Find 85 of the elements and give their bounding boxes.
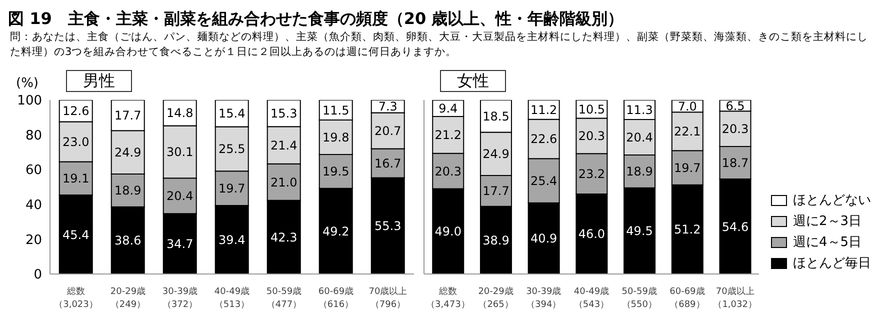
data-label: 19.7 xyxy=(674,161,701,176)
legend-label: 週に2～3日 xyxy=(793,213,862,231)
x-tick-label: 70歳以上（1,032） xyxy=(713,286,757,310)
data-label: 19.7 xyxy=(218,182,246,196)
y-tick-label: 20 xyxy=(25,232,42,248)
data-label: 20.3 xyxy=(722,122,749,136)
data-label: 21.0 xyxy=(270,175,298,190)
data-label: 34.7 xyxy=(166,237,194,252)
x-tick-label: 総数（3,023） xyxy=(54,286,98,310)
data-label: 42.3 xyxy=(270,230,298,244)
data-label: 21.2 xyxy=(434,128,462,142)
data-label: 39.4 xyxy=(218,232,246,247)
data-label: 20.3 xyxy=(434,164,462,178)
data-label: 22.6 xyxy=(530,132,558,146)
chart-title: 女性 xyxy=(440,70,506,92)
data-label: 15.3 xyxy=(270,106,298,121)
legend-label: ほとんどない xyxy=(793,192,871,210)
data-label: 12.6 xyxy=(62,104,90,118)
data-label: 17.7 xyxy=(114,108,142,123)
y-tick-label: 0 xyxy=(34,268,42,283)
data-label: 18.9 xyxy=(114,184,142,198)
data-label: 7.0 xyxy=(678,99,697,114)
x-tick-label: 40-49歳（513） xyxy=(214,286,250,310)
data-label: 23.0 xyxy=(62,135,90,150)
y-tick-label: 40 xyxy=(25,198,42,214)
data-label: 22.1 xyxy=(674,124,701,139)
data-label: 46.0 xyxy=(578,227,606,242)
y-tick-label: 60 xyxy=(25,163,42,178)
data-label: 11.3 xyxy=(626,103,653,118)
data-label: 38.6 xyxy=(114,234,142,248)
data-label: 15.4 xyxy=(218,106,246,121)
data-label: 18.5 xyxy=(482,109,510,124)
data-label: 9.4 xyxy=(438,102,458,116)
y-tick-label: 80 xyxy=(25,128,42,144)
x-tick-label: 50-59歳（477） xyxy=(266,286,302,310)
data-label: 24.9 xyxy=(114,146,142,160)
data-label: 7.3 xyxy=(378,100,398,114)
data-label: 18.9 xyxy=(626,164,653,179)
data-label: 20.4 xyxy=(166,189,194,204)
data-label: 55.3 xyxy=(374,219,402,234)
x-tick-label: 総数（3,473） xyxy=(426,286,470,310)
data-label: 25.5 xyxy=(218,142,246,156)
data-label: 18.7 xyxy=(722,156,749,170)
data-label: 24.9 xyxy=(482,147,510,162)
text: 問：あなたは、主食（ごはん、パン、麺類などの料理）、主菜（魚介類、肉類、卵類、大豆・大豆製品を主材料にした料理）、副菜（野菜類、海藻類、きのこ類を主材料にした料理）の3つを組み合わせて食べることが１日に２回以上あるのは週に何日ありますか。 xyxy=(9,30,869,60)
caption: 図 19 主食・主菜・副菜を組み合わせた食事の頻度（20 歳以上、性・年齢階級別） xyxy=(8,8,625,30)
data-label: 45.4 xyxy=(62,228,90,242)
data-label: 49.5 xyxy=(626,224,653,238)
data-label: 20.7 xyxy=(374,124,402,138)
data-label: 51.2 xyxy=(674,222,701,237)
data-label: 30.1 xyxy=(166,145,194,160)
x-tick-label: 30-39歳（394） xyxy=(526,286,562,310)
x-tick-label: 50-59歳（550） xyxy=(622,286,657,310)
data-label: 49.0 xyxy=(434,224,462,239)
data-label: 38.9 xyxy=(482,233,510,248)
data-label: 25.4 xyxy=(530,174,558,188)
data-label: 19.5 xyxy=(322,164,350,179)
data-label: 19.1 xyxy=(62,172,90,186)
data-label: 23.2 xyxy=(578,167,606,182)
data-label: 49.2 xyxy=(322,224,350,238)
data-label: 20.3 xyxy=(578,129,606,144)
data-label: 54.6 xyxy=(722,220,749,234)
x-tick-label: 20-29歳（265） xyxy=(478,286,514,310)
y-axis-title: (%) xyxy=(16,76,38,91)
y-tick-label: 100 xyxy=(17,94,42,109)
x-tick-label: 60-69歳（689） xyxy=(670,286,705,310)
data-label: 16.7 xyxy=(374,156,402,171)
chart-title: 男性 xyxy=(66,70,132,92)
data-label: 19.8 xyxy=(322,130,350,144)
data-label: 20.4 xyxy=(626,130,653,144)
data-label: 11.2 xyxy=(530,102,558,117)
data-label: 14.8 xyxy=(166,106,194,120)
x-tick-label: 30-39歳（372） xyxy=(162,286,198,310)
data-label: 40.9 xyxy=(530,232,558,246)
x-tick-label: 70歳以上（796） xyxy=(368,286,408,310)
data-label: 6.5 xyxy=(726,98,745,113)
x-tick-label: 60-69歳（616） xyxy=(318,286,354,310)
data-label: 17.7 xyxy=(482,184,510,198)
data-label: 21.4 xyxy=(270,138,298,152)
data-label: 11.5 xyxy=(322,103,350,118)
x-tick-label: 40-49歳（543） xyxy=(574,286,610,310)
legend-label: ほとんど毎日 xyxy=(793,255,871,273)
legend-label: 週に4～5日 xyxy=(793,234,862,252)
x-tick-label: 20-29歳（249） xyxy=(110,286,146,310)
data-label: 10.5 xyxy=(578,102,606,116)
